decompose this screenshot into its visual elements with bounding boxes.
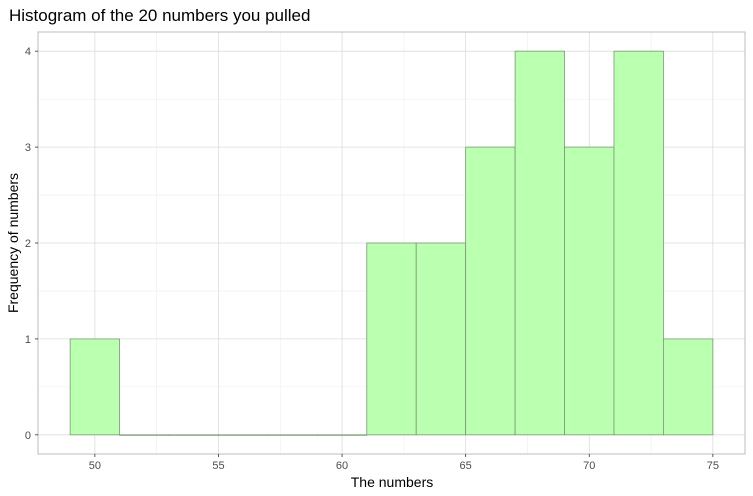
histogram-bar xyxy=(267,434,318,436)
x-tick-label: 60 xyxy=(336,460,348,472)
y-tick-label: 1 xyxy=(25,334,31,346)
histogram-bar xyxy=(465,146,516,436)
y-tick-label: 2 xyxy=(25,238,31,250)
histogram-bar xyxy=(415,242,467,436)
histogram-bar xyxy=(514,50,565,436)
x-tick-label: 55 xyxy=(212,460,224,472)
histogram-bar xyxy=(168,434,219,436)
x-axis-ticks: 50 55 60 65 70 75 xyxy=(89,454,719,472)
x-tick-label: 65 xyxy=(460,460,472,472)
histogram-bar xyxy=(613,50,664,436)
histogram-bars xyxy=(69,50,714,436)
y-axis-label: Frequency of numbers xyxy=(5,173,21,313)
x-tick-label: 50 xyxy=(89,460,101,472)
histogram-bar xyxy=(316,434,368,436)
histogram-bar xyxy=(119,434,170,436)
y-tick-label: 0 xyxy=(25,430,31,442)
y-tick-label: 4 xyxy=(25,46,31,58)
chart-title: Histogram of the 20 numbers you pulled xyxy=(9,6,310,25)
y-axis-ticks: 0 1 2 3 4 xyxy=(25,46,38,442)
x-tick-label: 75 xyxy=(707,460,719,472)
histogram-bar xyxy=(564,146,615,436)
histogram-bar xyxy=(366,242,417,436)
x-axis-label: The numbers xyxy=(351,474,433,490)
histogram-bar xyxy=(663,338,714,436)
x-tick-label: 70 xyxy=(583,460,595,472)
y-tick-label: 3 xyxy=(25,142,31,154)
histogram-bar xyxy=(218,434,269,436)
histogram-bar xyxy=(69,338,120,436)
